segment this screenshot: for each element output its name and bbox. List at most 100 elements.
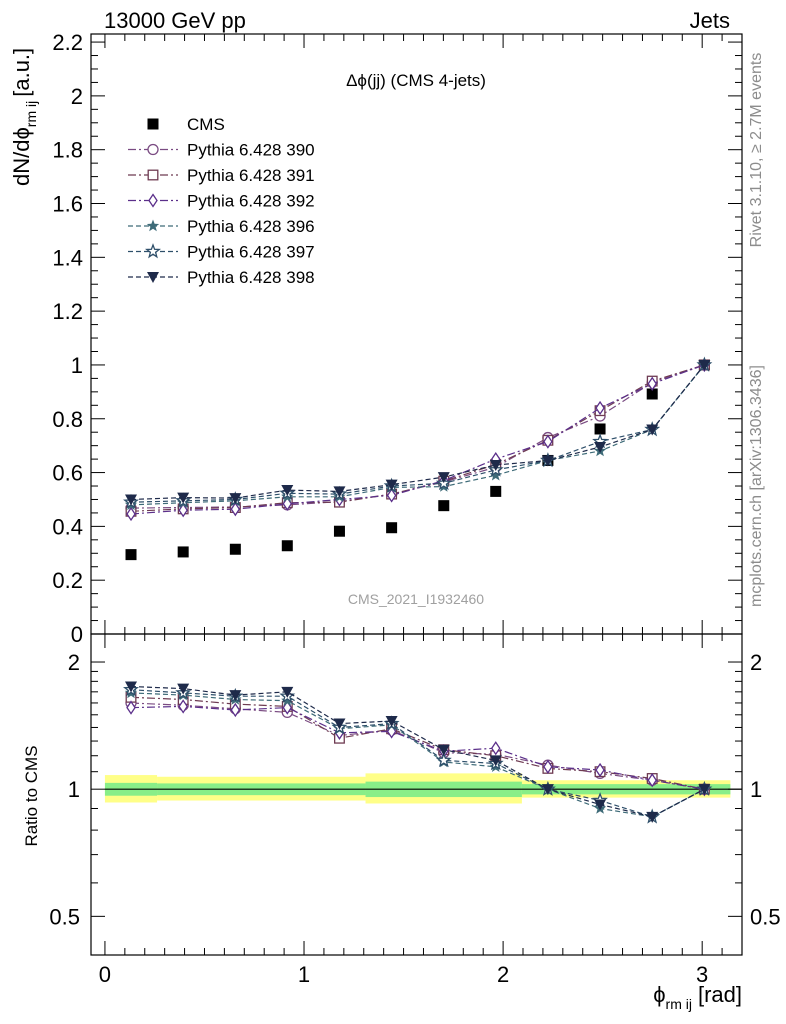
y-tick-label-right: 2 [750, 650, 762, 675]
legend-marker [147, 169, 159, 181]
ratio-point-pythia-6-428-397 [435, 752, 452, 768]
data-point-pythia-6-428-398 [385, 479, 398, 491]
data-point-pythia-6-428-396 [489, 468, 502, 481]
data-point-pythia-6-428-398 [541, 455, 554, 467]
legend-item-pythia-6-428-396: Pythia 6.428 396 [128, 217, 315, 236]
ratio-point-pythia-6-428-392 [490, 741, 501, 756]
data-point-cms [177, 546, 189, 558]
data-point-pythia-6-428-392 [230, 501, 241, 517]
y-tick-label: 1.6 [52, 192, 83, 217]
y-tick-label: 1 [71, 353, 83, 378]
ratio-point-pythia-6-428-398 [437, 744, 450, 756]
legend-marker [147, 118, 159, 130]
y-tick-label: 1.4 [52, 245, 83, 270]
legend-marker [146, 219, 160, 232]
header-left-label: 13000 GeV pp [104, 8, 246, 33]
ratio-point-pythia-6-428-398 [646, 811, 659, 823]
ratio-line-pythia-6-428-392 [130, 705, 705, 790]
y-tick-label: 0.6 [52, 461, 83, 486]
data-point-pythia-6-428-392 [595, 400, 605, 416]
ratio-point-pythia-6-428-392 [126, 700, 136, 715]
data-point-cms [594, 423, 606, 435]
data-point-pythia-6-428-398 [489, 460, 502, 472]
legend-label: CMS [187, 115, 225, 134]
ratio-point-pythia-6-428-392 [647, 773, 657, 788]
ratio-frame [90, 633, 743, 956]
ratio-point-pythia-6-428-392 [178, 699, 188, 714]
data-point-cms [490, 485, 502, 497]
header-right-label: Jets [690, 8, 730, 33]
legend-item-cms: CMS [147, 115, 225, 134]
y-tick-label: 2 [68, 650, 80, 675]
data-point-cms [438, 500, 450, 512]
data-point-cms [125, 549, 137, 561]
legend-label: Pythia 6.428 391 [187, 166, 315, 185]
data-point-pythia-6-428-398 [229, 493, 242, 505]
ratio-point-pythia-6-428-392 [595, 762, 605, 778]
data-point-pythia-6-428-398 [698, 359, 711, 371]
legend-label: Pythia 6.428 397 [187, 243, 315, 262]
y-tick-label: 2 [71, 84, 83, 109]
y-tick-label: 1.8 [52, 138, 83, 163]
y-tick-label: 1.2 [52, 299, 83, 324]
side-label-rivet: Rivet 3.1.10, ≥ 2.7M events [748, 53, 765, 248]
ratio-point-pythia-6-428-398 [541, 784, 554, 796]
data-point-pythia-6-428-392 [543, 434, 553, 449]
y-tick-label: 0.2 [52, 568, 83, 593]
data-point-cms [333, 525, 345, 537]
x-tick-label: 3 [696, 962, 708, 987]
ratio-point-pythia-6-428-398 [333, 718, 346, 730]
series-line-pythia-6-428-397 [130, 364, 705, 503]
legend-marker [148, 193, 158, 208]
data-point-cms [646, 388, 658, 400]
data-point-pythia-6-428-398 [594, 442, 607, 454]
legend-item-pythia-6-428-390: Pythia 6.428 390 [128, 141, 315, 160]
main-panel: 0 0.2 0.4 0.6 0.8 1 1.2 1.4 1.6 1.8 2 2.2 dN/dϕrm ij… [9, 30, 743, 647]
data-point-pythia-6-428-398 [437, 472, 450, 484]
chart-watermark: CMS_2021_I1932460 [348, 591, 484, 607]
ratio-point-pythia-6-428-398 [177, 683, 190, 695]
ratio-point-pythia-6-428-398 [489, 755, 502, 767]
legend-item-pythia-6-428-398: Pythia 6.428 398 [128, 268, 315, 287]
data-point-cms [229, 543, 241, 555]
legend-marker [147, 143, 159, 156]
series-line-pythia-6-428-391 [130, 364, 705, 512]
ratio-y-axis-label: Ratio to CMS [22, 745, 41, 846]
x-axis-label: ϕrm ij [rad] [653, 982, 742, 1012]
data-point-pythia-6-428-398 [177, 492, 190, 504]
ratio-line-pythia-6-428-396 [130, 692, 705, 818]
legend: CMS Pythia 6.428 390 Pythia 6.428 391 Pythi… [128, 115, 315, 287]
y-tick-label: 2.2 [52, 30, 83, 55]
legend-label: Pythia 6.428 392 [187, 192, 315, 211]
y-tick-label: 0.5 [49, 904, 80, 929]
data-point-pythia-6-428-392 [386, 488, 397, 503]
legend-marker [147, 272, 159, 283]
ratio-line-pythia-6-428-398 [130, 685, 705, 818]
x-tick-label: 1 [298, 962, 310, 987]
ratio-point-pythia-6-428-398 [281, 686, 294, 698]
y-tick-label: 0.4 [52, 514, 83, 539]
x-tick-label: 2 [497, 962, 509, 987]
data-point-pythia-6-428-398 [281, 485, 294, 497]
data-point-cms [386, 522, 398, 534]
legend-item-pythia-6-428-397: Pythia 6.428 397 [128, 243, 315, 262]
ratio-point-pythia-6-428-398 [125, 681, 138, 693]
legend-label: Pythia 6.428 390 [187, 141, 315, 160]
ratio-point-pythia-6-428-398 [698, 784, 711, 796]
ratio-line-pythia-6-428-397 [130, 689, 705, 818]
y-axis-label: dN/dϕrm ij[a.u.] [9, 48, 39, 186]
series-line-pythia-6-428-390 [130, 364, 705, 509]
y-tick-label: 0 [71, 622, 83, 647]
legend-label: Pythia 6.428 396 [187, 217, 315, 236]
legend-label: Pythia 6.428 398 [187, 268, 315, 287]
data-point-pythia-6-428-398 [646, 424, 659, 436]
ratio-point-pythia-6-428-392 [230, 702, 241, 718]
chart-title: Δϕ(jj) (CMS 4-jets) [346, 71, 486, 90]
side-label-mcplots: mcplots.cern.ch [arXiv:1306.3436] [748, 365, 765, 607]
y-tick-label: 1 [68, 777, 80, 802]
data-point-pythia-6-428-398 [125, 494, 138, 506]
legend-item-pythia-6-428-392: Pythia 6.428 392 [128, 192, 315, 211]
legend-marker [145, 243, 161, 259]
x-tick-label: 0 [99, 962, 111, 987]
